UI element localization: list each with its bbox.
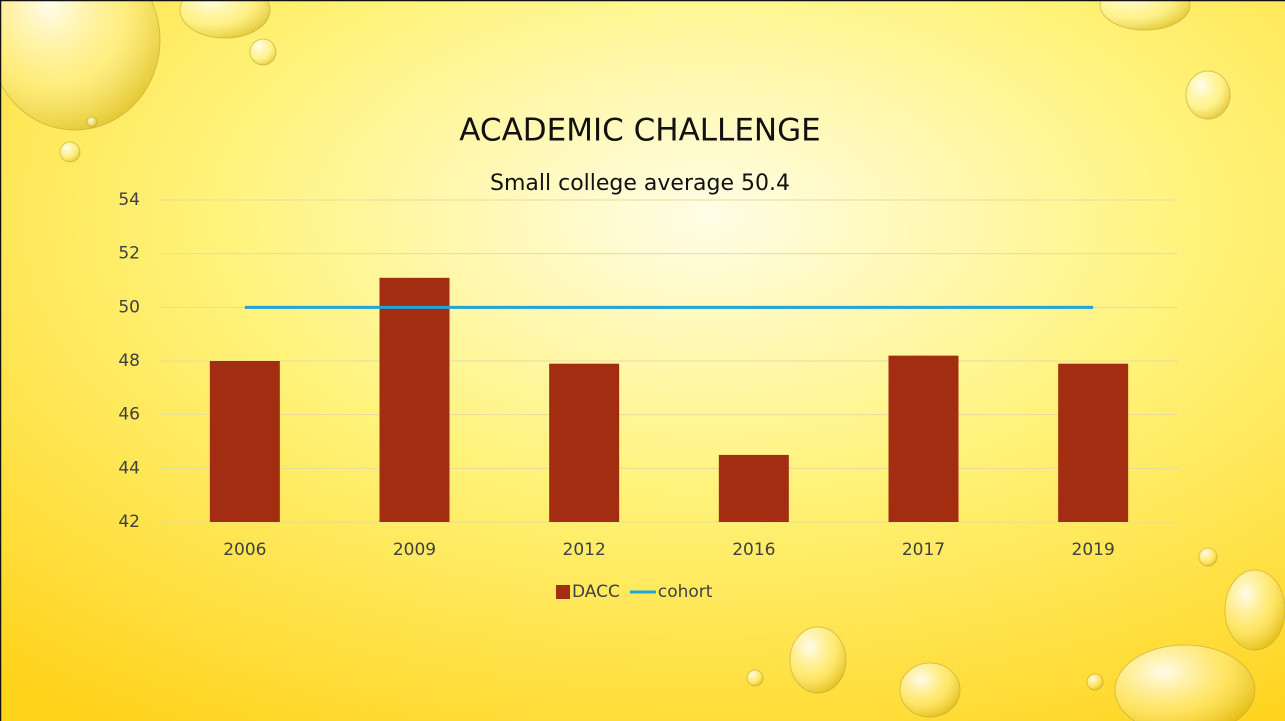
x-tick-label: 2006	[223, 540, 266, 560]
x-tick-label: 2017	[902, 540, 945, 560]
y-tick-label: 44	[118, 458, 140, 478]
legend-swatch	[556, 585, 570, 599]
x-tick-label: 2009	[393, 540, 436, 560]
legend-label: DACC	[572, 582, 620, 602]
y-tick-label: 48	[118, 351, 140, 371]
bar	[888, 355, 959, 522]
y-tick-label: 52	[118, 244, 140, 264]
chart-subtitle: Small college average 50.4	[490, 171, 790, 196]
x-tick-label: 2012	[563, 540, 606, 560]
y-tick-label: 46	[118, 405, 140, 425]
bar	[549, 363, 620, 522]
x-tick-label: 2016	[732, 540, 775, 560]
bar	[209, 361, 280, 522]
y-tick-label: 42	[118, 512, 140, 532]
y-tick-label: 50	[118, 297, 140, 317]
x-tick-label: 2019	[1072, 540, 1115, 560]
y-tick-label: 54	[118, 190, 140, 210]
legend-label: cohort	[658, 582, 713, 602]
bar	[1058, 363, 1129, 522]
chart-title: ACADEMIC CHALLENGE	[459, 113, 820, 149]
bar	[379, 277, 450, 522]
bar	[718, 454, 789, 522]
